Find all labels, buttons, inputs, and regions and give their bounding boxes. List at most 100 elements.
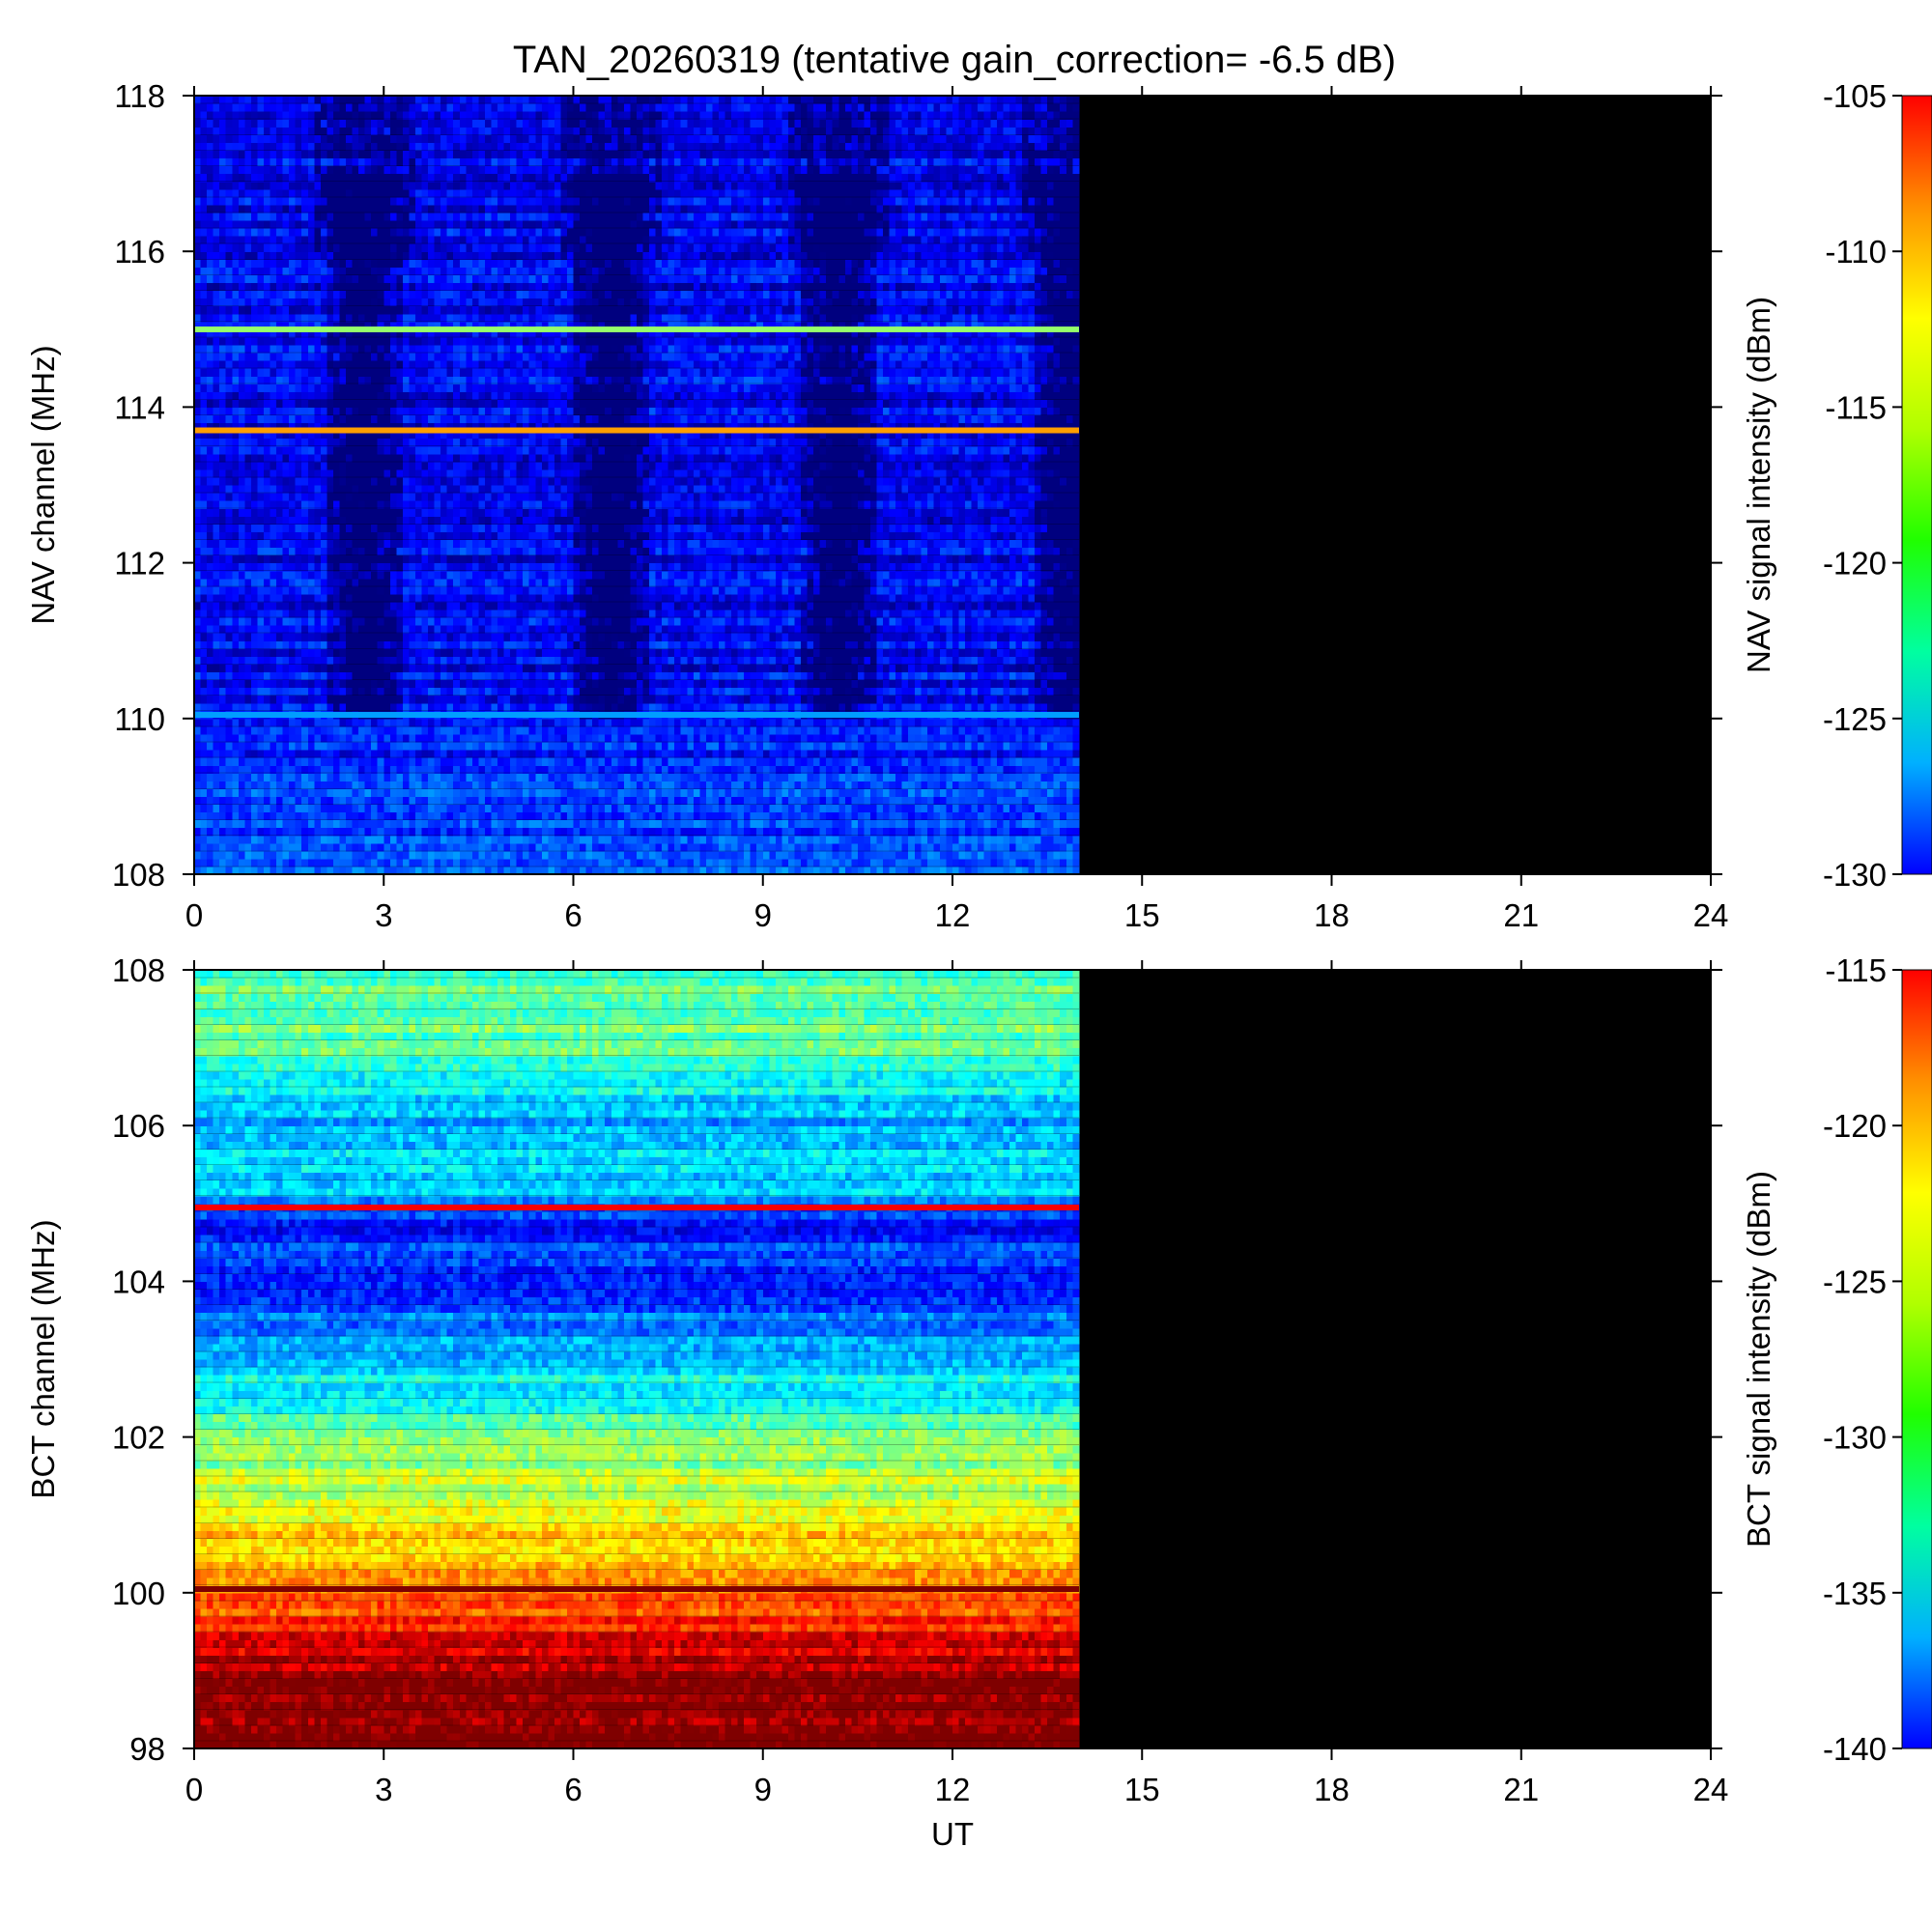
heatmap-cell <box>965 843 972 852</box>
heatmap-cell <box>997 610 1004 618</box>
heatmap-cell <box>453 610 460 618</box>
heatmap-cell <box>523 765 529 774</box>
heatmap-cell <box>706 843 713 852</box>
heatmap-cell <box>940 796 947 805</box>
heatmap-cell <box>504 781 511 789</box>
heatmap-cell <box>1072 742 1079 751</box>
heatmap-cell <box>327 625 333 634</box>
heatmap-cell <box>251 625 258 634</box>
heatmap-cell <box>213 836 220 844</box>
heatmap-cell <box>706 796 713 805</box>
heatmap-cell <box>965 828 972 837</box>
heatmap-cell <box>207 851 213 860</box>
heatmap-cell <box>219 703 226 712</box>
heatmap-cell <box>396 750 403 758</box>
heatmap-cell <box>239 796 245 805</box>
heatmap-cell <box>1047 680 1054 689</box>
heatmap-cell <box>358 812 365 821</box>
heatmap-cell <box>599 703 606 712</box>
heatmap-cell <box>264 696 270 704</box>
heatmap-cell <box>813 750 820 758</box>
heatmap-cell <box>339 594 346 603</box>
heatmap-cell <box>605 680 611 689</box>
heatmap-cell <box>422 828 429 837</box>
heatmap-cell <box>1029 726 1036 735</box>
heatmap-cell <box>668 788 675 797</box>
heatmap-cell <box>731 696 738 704</box>
heatmap-cell <box>453 680 460 689</box>
heatmap-cell <box>289 656 296 665</box>
heatmap-cell <box>706 671 713 680</box>
heatmap-cell <box>883 742 890 751</box>
heatmap-cell <box>637 703 643 712</box>
heatmap-cell <box>624 696 631 704</box>
heatmap-cell <box>908 843 915 852</box>
heatmap-cell <box>769 664 776 672</box>
heatmap-cell <box>706 648 713 657</box>
heatmap-cell <box>226 648 233 657</box>
heatmap-cell <box>466 610 472 618</box>
heatmap-cell <box>580 680 586 689</box>
heatmap-cell <box>1035 781 1041 789</box>
heatmap-cell <box>529 719 536 727</box>
heatmap-cell <box>662 773 668 781</box>
heatmap-cell <box>1009 648 1016 657</box>
heatmap-cell <box>642 851 649 860</box>
heatmap-cell <box>574 828 581 837</box>
heatmap-cell <box>353 625 359 634</box>
heatmap-cell <box>952 836 959 844</box>
heatmap-cell <box>396 640 403 649</box>
heatmap-cell <box>870 765 877 774</box>
heatmap-cell <box>567 625 574 634</box>
heatmap-cell <box>213 843 220 852</box>
heatmap-cell <box>321 671 327 680</box>
heatmap-cell <box>642 843 649 852</box>
heatmap-cell <box>403 757 410 766</box>
heatmap-cell <box>877 602 884 611</box>
heatmap-cell <box>699 750 706 758</box>
heatmap-cell <box>915 719 922 727</box>
heatmap-cell <box>440 773 447 781</box>
heatmap-cell <box>997 796 1004 805</box>
heatmap-cell <box>870 859 877 867</box>
heatmap-cell <box>194 750 201 758</box>
heatmap-cell <box>630 602 637 611</box>
heatmap-cell <box>808 633 814 641</box>
heatmap-cell <box>1066 757 1073 766</box>
heatmap-cell <box>478 781 485 789</box>
heatmap-cell <box>321 696 327 704</box>
heatmap-cell <box>1029 796 1036 805</box>
heatmap-cell <box>529 788 536 797</box>
heatmap-cell <box>902 836 909 844</box>
heatmap-cell <box>895 648 902 657</box>
heatmap-cell <box>813 617 820 626</box>
heatmap-cell <box>851 804 858 812</box>
heatmap-cell <box>738 773 745 781</box>
heatmap-cell <box>453 664 460 672</box>
heatmap-cell <box>440 726 447 735</box>
heatmap-cell <box>833 688 839 696</box>
heatmap-cell <box>574 625 581 634</box>
heatmap-cell <box>972 828 979 837</box>
heatmap-cell <box>1003 765 1009 774</box>
heatmap-cell <box>699 610 706 618</box>
heatmap-cell <box>642 703 649 712</box>
heatmap-cell <box>213 703 220 712</box>
heatmap-cell <box>599 742 606 751</box>
heatmap-cell <box>845 851 852 860</box>
heatmap-cell <box>838 804 845 812</box>
heatmap-cell <box>781 796 788 805</box>
heatmap-cell <box>719 640 725 649</box>
heatmap-cell <box>959 610 966 618</box>
heatmap-cell <box>226 696 233 704</box>
heatmap-cell <box>617 757 624 766</box>
heatmap-cell <box>529 859 536 867</box>
heatmap-cell <box>517 703 524 712</box>
heatmap-cell <box>466 633 472 641</box>
heatmap-cell <box>358 788 365 797</box>
heatmap-cell <box>1029 656 1036 665</box>
heatmap-cell <box>453 703 460 712</box>
heatmap-cell <box>390 851 397 860</box>
heatmap-cell <box>453 734 460 743</box>
heatmap-cell <box>662 680 668 689</box>
